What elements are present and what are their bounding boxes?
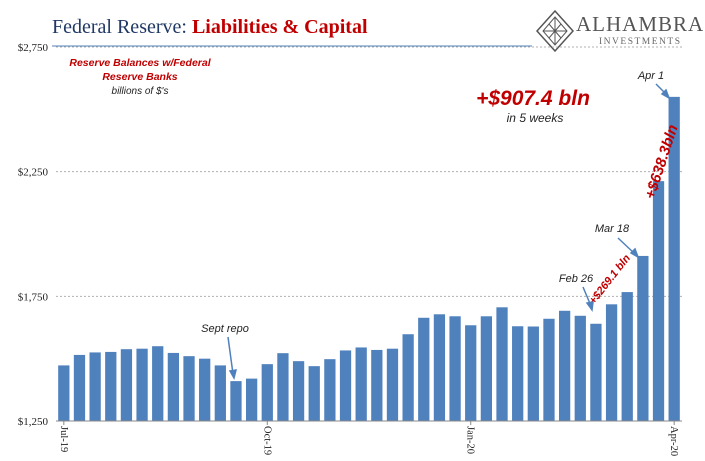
bar — [496, 307, 508, 421]
bar — [230, 381, 242, 421]
arrow-feb26-head — [585, 301, 594, 312]
bar — [167, 352, 180, 421]
annotation-change-big-sub: in 5 weeks — [507, 111, 564, 125]
annotation-mar18: Mar 18 — [595, 223, 630, 235]
bar — [245, 378, 258, 421]
x-tick-label: Apr-20 — [668, 426, 679, 456]
bar — [418, 317, 430, 421]
bar — [136, 348, 148, 421]
arrow-mar18-head — [629, 247, 640, 259]
bar — [527, 326, 539, 421]
bar — [668, 96, 680, 422]
annotation-change-big: +$907.4 bln — [476, 87, 590, 110]
bar — [199, 358, 211, 421]
y-axis-ticks: $1,250 $1,750 $2,250 $2,750 — [18, 42, 49, 428]
bar — [590, 323, 602, 421]
x-tick-label: Oct-19 — [261, 426, 272, 455]
arrow-sept-repo — [227, 336, 234, 375]
diamond-logo-icon — [536, 10, 574, 52]
bar — [89, 352, 101, 421]
bar — [543, 318, 555, 421]
y-tick-label: $1,750 — [18, 291, 49, 303]
bar — [214, 365, 226, 421]
logo-subtitle: INVESTMENTS — [599, 37, 682, 47]
bar — [480, 316, 493, 421]
bar — [120, 349, 133, 421]
units-label: billions of $'s — [112, 86, 169, 97]
x-tick-label: Jul-19 — [58, 426, 69, 452]
annotation-arrows — [227, 83, 671, 380]
bar — [105, 351, 117, 421]
bar — [558, 310, 571, 421]
bars — [58, 96, 680, 422]
bar — [402, 334, 414, 421]
bar — [449, 316, 461, 421]
bar — [371, 349, 383, 421]
bar — [58, 365, 70, 421]
y-tick-label: $1,250 — [18, 416, 49, 428]
chart-title-accent: Liabilities & Capital — [191, 16, 368, 38]
series-label-line1: Reserve Balances w/Federal — [69, 57, 211, 69]
bar — [433, 314, 446, 421]
bar — [183, 356, 195, 421]
series-label-line2: Reserve Banks — [102, 71, 177, 83]
annotation-sept-repo: Sept repo — [201, 323, 249, 335]
bar — [292, 361, 305, 421]
bar — [277, 353, 289, 421]
annotation-feb26: Feb 26 — [559, 273, 594, 285]
bar — [574, 315, 586, 421]
bar — [339, 350, 352, 421]
bar — [261, 364, 273, 421]
annotation-apr1: Apr 1 — [637, 70, 664, 82]
bar — [152, 346, 164, 421]
bar — [355, 347, 367, 421]
alhambra-logo: ALHAMBRA INVESTMENTS — [536, 10, 703, 52]
bar — [73, 354, 86, 421]
bar — [465, 325, 477, 421]
y-tick-label: $2,250 — [18, 167, 49, 179]
arrow-apr1-head — [660, 88, 671, 100]
arrow-sept-repo-head — [228, 369, 238, 380]
bar — [637, 255, 649, 421]
bar — [512, 326, 524, 421]
chart-title: Federal Reserve: Liabilities & Capital — [52, 16, 368, 39]
bar — [386, 348, 399, 421]
logo-name: ALHAMBRA — [576, 12, 705, 36]
x-axis-ticks: Jul-19 Oct-19 Jan-20 Apr-20 — [58, 421, 679, 456]
x-tick-label: Jan-20 — [465, 426, 476, 454]
bar — [621, 292, 633, 421]
grid-lines — [56, 46, 682, 297]
bar — [308, 366, 320, 421]
bar — [605, 304, 618, 421]
bar — [652, 181, 665, 421]
bar — [324, 359, 336, 421]
y-tick-label: $2,750 — [18, 42, 49, 54]
chart-title-main: Federal Reserve: — [52, 16, 187, 38]
